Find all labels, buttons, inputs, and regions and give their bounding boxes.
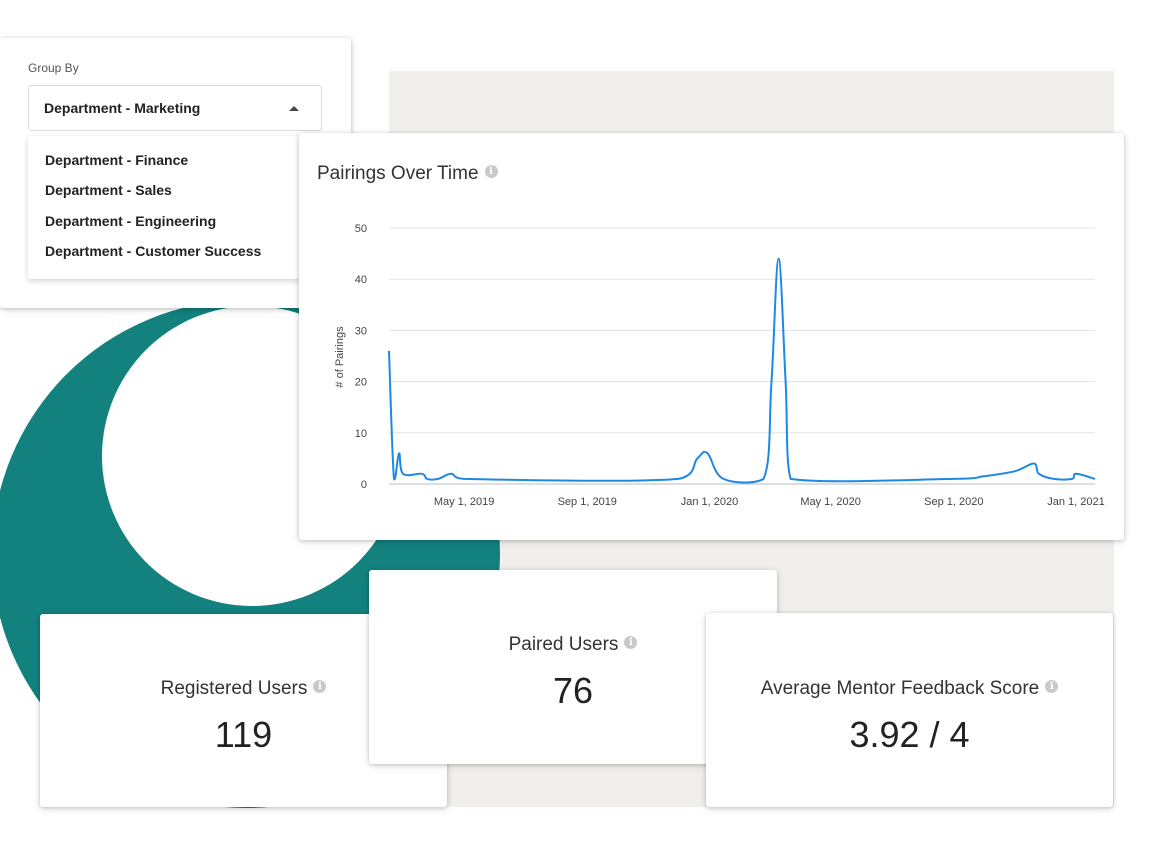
x-tick-label: Jan 1, 2020 xyxy=(681,496,739,508)
pairings-line-chart: 0 10 20 30 40 50 May 1, 2019 Sep 1, 2019 Jan 1,… xyxy=(334,223,1105,508)
menu-item-sales[interactable]: Department - Sales xyxy=(45,182,172,198)
x-tick-label: Sep 1, 2019 xyxy=(558,496,617,508)
y-tick-label: 10 xyxy=(355,428,367,440)
x-tick-label: May 1, 2019 xyxy=(434,496,495,508)
registered-users-title: Registered Users i xyxy=(40,678,447,700)
y-tick-label: 30 xyxy=(355,325,367,337)
mentor-feedback-title: Average Mentor Feedback Score i xyxy=(706,678,1113,700)
x-tick-label: Jan 1, 2021 xyxy=(1047,496,1105,508)
registered-users-value: 119 xyxy=(214,714,273,755)
info-icon[interactable]: i xyxy=(313,680,327,694)
mentor-feedback-value: 3.92 / 4 xyxy=(849,714,970,755)
menu-item-customer-success[interactable]: Department - Customer Success xyxy=(45,243,262,259)
x-tick-label: Sep 1, 2020 xyxy=(924,496,983,508)
group-by-label: Group By xyxy=(28,61,79,75)
caret-up-icon xyxy=(289,106,299,111)
mentor-feedback-card: Average Mentor Feedback Score i 3.92 / 4 xyxy=(706,613,1113,807)
group-by-menu: Department - Finance Department - Sales … xyxy=(28,136,322,279)
menu-item-engineering[interactable]: Department - Engineering xyxy=(45,213,217,229)
chart-title: Pairings Over Time i xyxy=(317,163,498,185)
y-tick-label: 20 xyxy=(355,377,367,389)
info-icon[interactable]: i xyxy=(624,636,638,650)
info-icon[interactable]: i xyxy=(484,165,498,179)
group-by-select[interactable]: Department - Marketing xyxy=(28,85,322,131)
y-tick-label: 0 xyxy=(361,479,367,491)
paired-users-title: Paired Users i xyxy=(369,634,777,656)
info-icon[interactable]: i xyxy=(1045,680,1059,694)
menu-item-finance[interactable]: Department - Finance xyxy=(45,152,189,168)
y-axis-title: # of Pairings xyxy=(334,326,346,388)
y-tick-label: 40 xyxy=(355,274,367,286)
paired-users-value: 76 xyxy=(552,670,594,711)
group-by-selected-value: Department - Marketing xyxy=(44,100,201,116)
paired-users-label: Paired Users xyxy=(508,634,619,655)
x-tick-label: May 1, 2020 xyxy=(800,496,861,508)
mentor-feedback-label: Average Mentor Feedback Score xyxy=(760,678,1040,699)
pairings-chart-card: 0 10 20 30 40 50 May 1, 2019 Sep 1, 2019 Jan 1,… xyxy=(299,133,1124,540)
chart-title-text: Pairings Over Time xyxy=(317,163,479,184)
y-tick-label: 50 xyxy=(355,223,367,235)
pairings-series-line xyxy=(388,257,1096,484)
registered-users-label: Registered Users xyxy=(160,678,308,699)
